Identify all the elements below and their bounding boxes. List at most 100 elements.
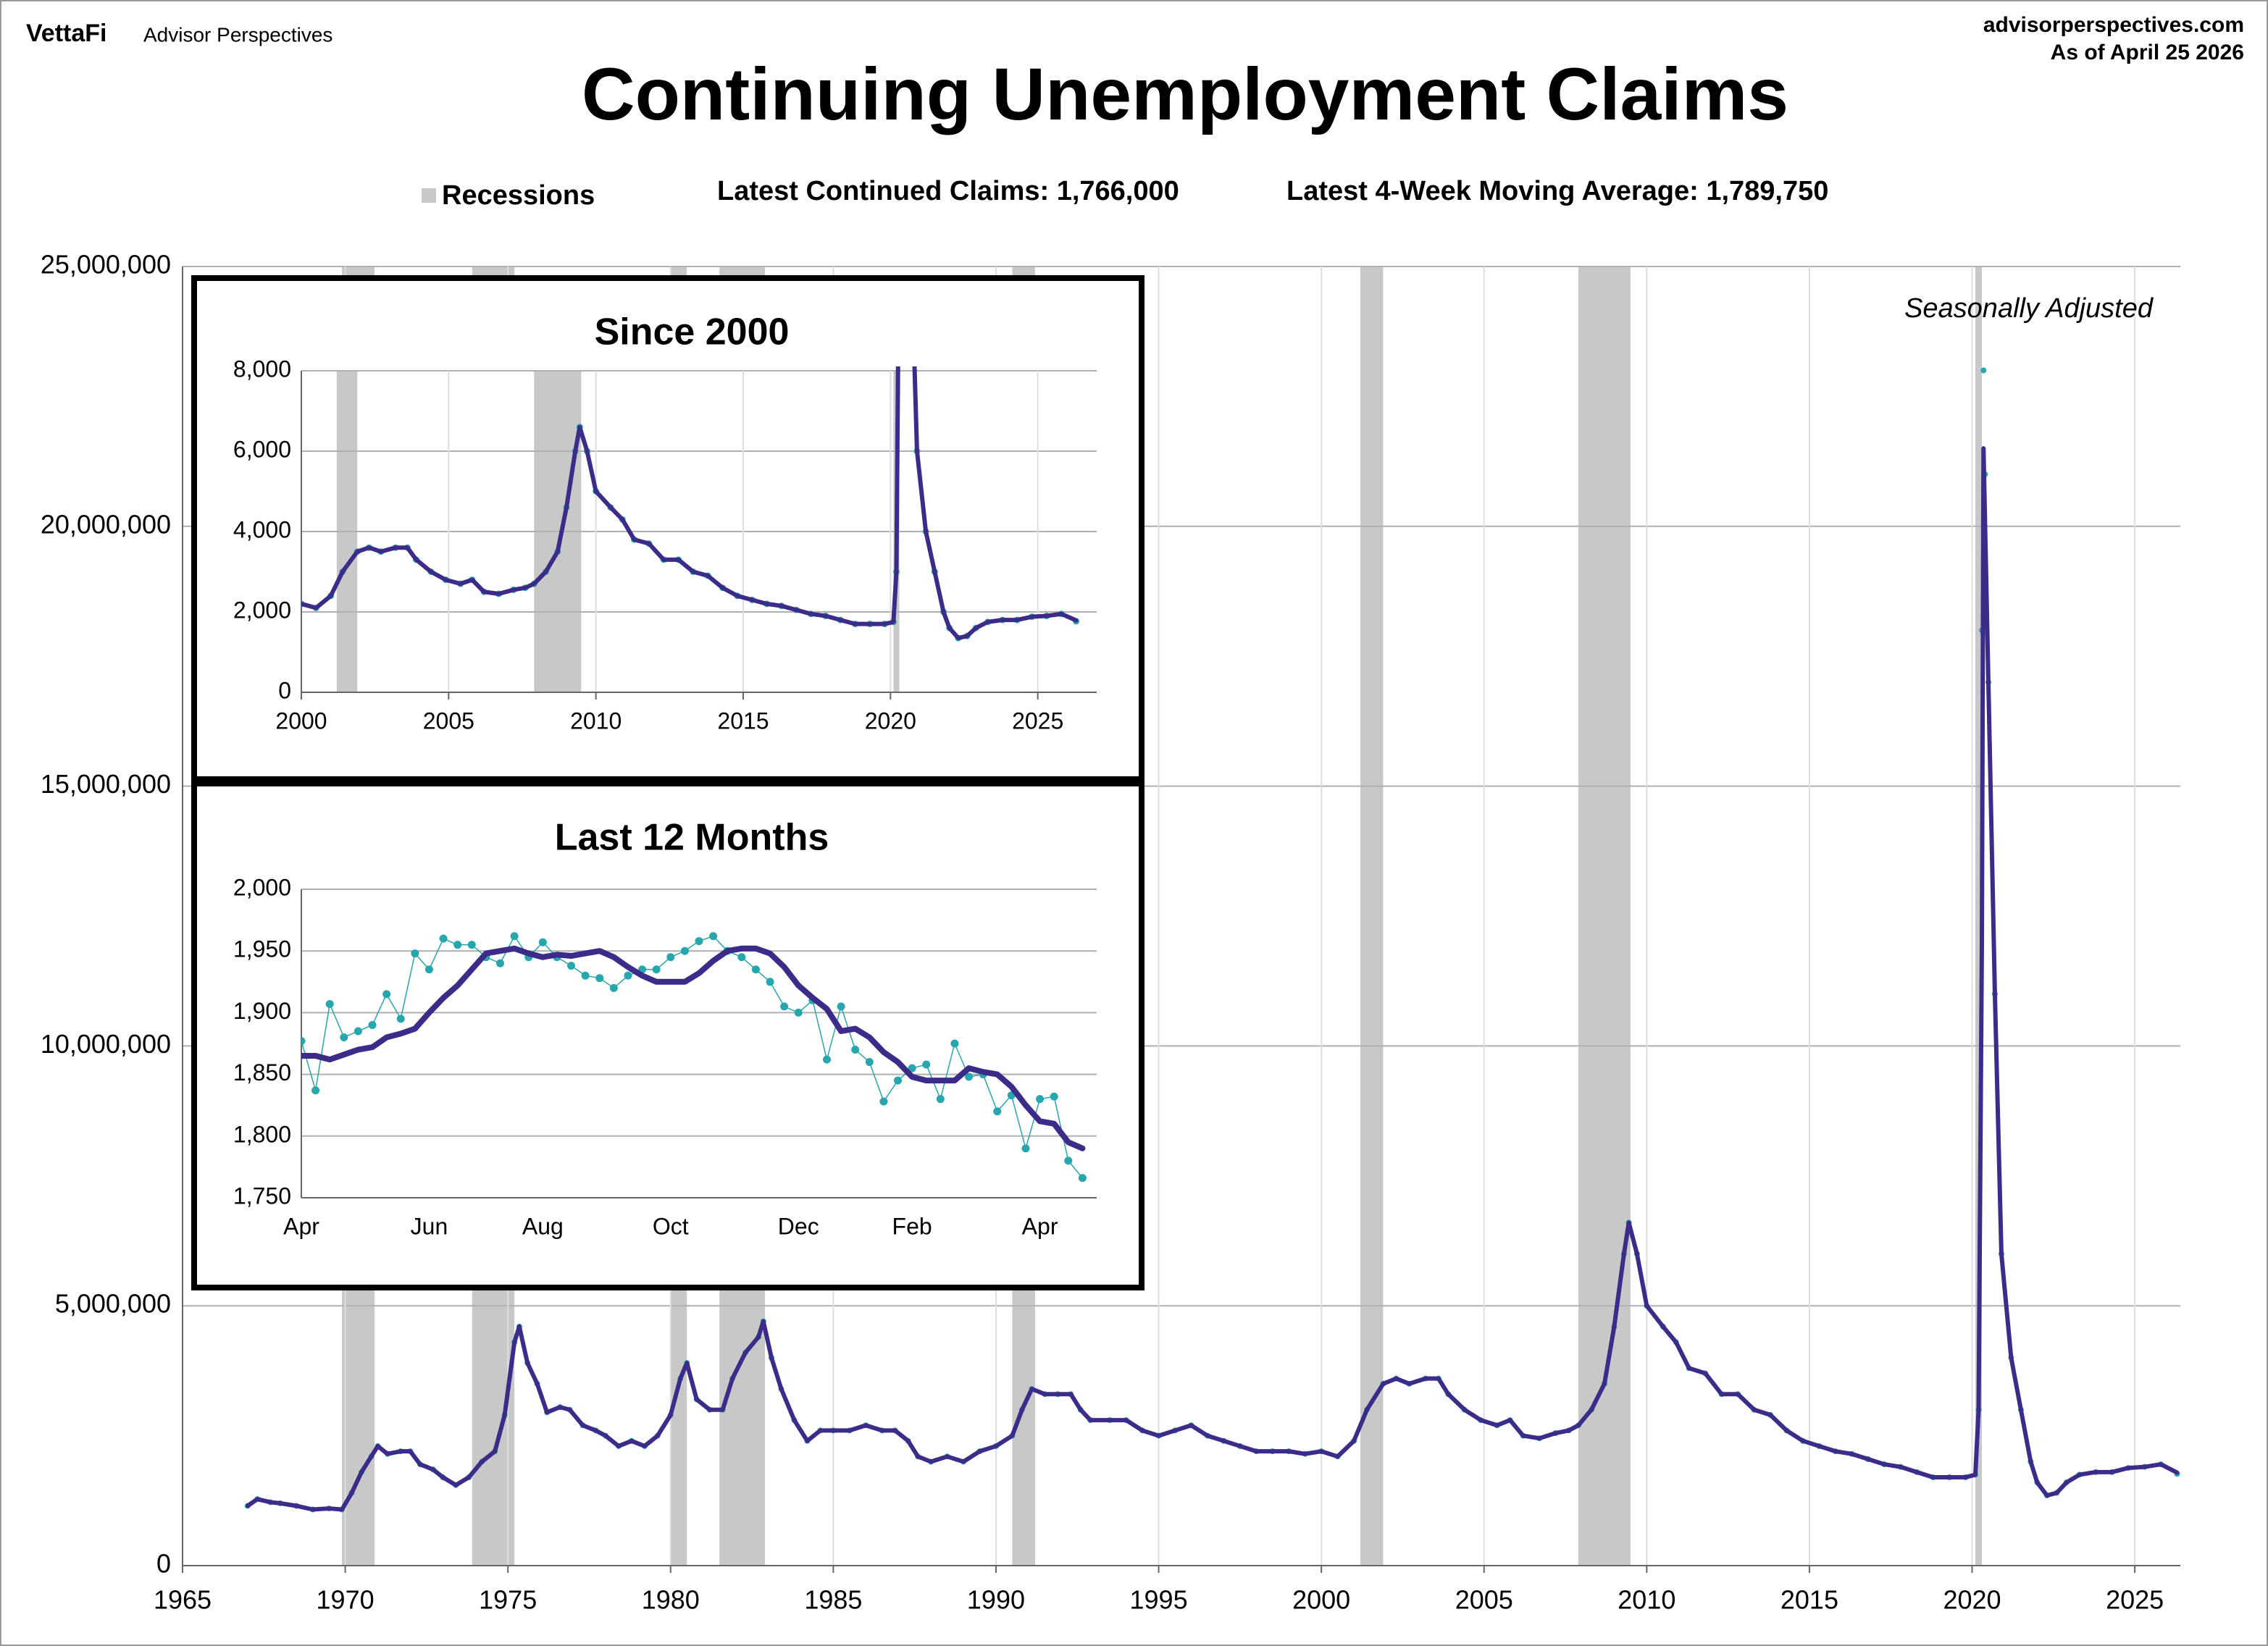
x-tick-label: Feb: [892, 1213, 932, 1239]
data-point: [424, 965, 433, 974]
y-tick-label: 2,000: [233, 597, 291, 623]
legend-label: Latest Continued Claims: 1,766,000: [717, 176, 1179, 206]
data-point: [922, 1060, 931, 1069]
y-tick-label: 0: [156, 1549, 171, 1579]
brand: VettaFi: [26, 20, 106, 47]
x-tick-label: Apr: [1022, 1213, 1058, 1239]
data-point: [340, 1033, 348, 1041]
y-tick-label: 1,750: [233, 1183, 291, 1209]
data-point: [467, 941, 476, 949]
data-point: [794, 1008, 803, 1017]
x-tick-label: 2000: [275, 707, 327, 734]
date-note: As of April 25 2026: [2051, 41, 2244, 64]
x-tick-label: 2025: [1012, 707, 1063, 734]
data-point: [353, 1027, 362, 1036]
data-point: [908, 1064, 916, 1072]
inset-title: Last 12 Months: [555, 817, 829, 859]
y-tick-label: 2,000: [233, 874, 291, 900]
data-point: [837, 1002, 845, 1011]
x-tick-label: 2020: [865, 707, 916, 734]
y-tick-label: 4,000: [233, 516, 291, 542]
x-tick-label: 1965: [154, 1585, 212, 1615]
x-tick-label: 1975: [479, 1585, 537, 1615]
series-area: [301, 932, 1087, 1183]
data-point: [581, 971, 590, 980]
x-tick-label: 2015: [1780, 1585, 1838, 1615]
x-tick-label: 2005: [423, 707, 474, 734]
x-tick-label: 2000: [1292, 1585, 1350, 1615]
data-point: [496, 959, 504, 967]
y-tick-label: 1,950: [233, 936, 291, 962]
recession-band: [1578, 266, 1631, 1566]
data-point: [652, 965, 661, 974]
data-point: [1064, 1156, 1073, 1165]
y-tick-label: 15,000,000: [41, 769, 171, 799]
x-tick-label: 1995: [1130, 1585, 1188, 1615]
x-tick-label: Jun: [411, 1213, 448, 1239]
data-point: [822, 1055, 831, 1064]
data-point: [510, 932, 519, 941]
y-tick-label: 1,800: [233, 1121, 291, 1147]
y-tick-label: 0: [278, 677, 291, 703]
x-tick-label: 2015: [717, 707, 769, 734]
data-point: [382, 990, 391, 999]
source: advisorperspectives.com: [1983, 13, 2244, 37]
y-tick-label: 10,000,000: [41, 1029, 171, 1059]
data-point: [666, 953, 675, 962]
data-point: [1036, 1095, 1045, 1104]
data-point: [1980, 367, 1987, 374]
series-line: [301, 366, 1079, 641]
data-point: [737, 953, 746, 962]
recession-band: [1975, 266, 1982, 1566]
x-tick-label: 1980: [642, 1585, 700, 1615]
x-tick-label: 2020: [1943, 1585, 2001, 1615]
x-tick-label: 1985: [804, 1585, 862, 1615]
connector-line: [301, 936, 1084, 1179]
chart-title: Continuing Unemployment Claims: [582, 53, 1788, 135]
data-point: [396, 1015, 405, 1023]
data-point: [879, 1097, 888, 1106]
series-line: [245, 446, 2180, 1512]
data-point: [538, 938, 547, 946]
x-tick-label: 1990: [967, 1585, 1025, 1615]
publisher: Advisor Perspectives: [143, 23, 332, 46]
data-point: [950, 1039, 959, 1048]
legend-label: Latest 4-Week Moving Average: 1,789,750: [1286, 176, 1828, 206]
data-point: [368, 1020, 377, 1029]
x-tick-label: 2025: [2106, 1585, 2164, 1615]
data-point: [965, 1072, 974, 1081]
legend-swatch: [422, 188, 436, 203]
data-point: [301, 1037, 306, 1046]
y-tick-label: 1,850: [233, 1059, 291, 1086]
x-tick-label: 2010: [1618, 1585, 1675, 1615]
y-tick-label: 20,000,000: [41, 509, 171, 539]
data-point: [766, 978, 774, 986]
data-point: [624, 971, 632, 980]
data-point: [1078, 1174, 1087, 1183]
data-point: [993, 1107, 1002, 1116]
data-point: [865, 1058, 874, 1067]
data-point: [680, 946, 689, 955]
data-point: [851, 1046, 860, 1054]
x-tick-label: 1970: [317, 1585, 374, 1615]
inset-box: [191, 781, 1145, 1290]
inset-title: Since 2000: [595, 311, 790, 353]
data-point: [894, 1076, 902, 1085]
data-point: [567, 962, 576, 970]
data-point: [709, 932, 718, 941]
x-tick-label: 2005: [1455, 1585, 1513, 1615]
data-point: [609, 983, 618, 992]
data-point: [1021, 1144, 1030, 1153]
data-point: [751, 965, 760, 974]
chart-1: Since 2000 0 2,000 4,000 6,000 8,000 2000 2005 2…: [191, 275, 1145, 782]
legend-label: Recessions: [442, 180, 595, 211]
y-tick-label: 6,000: [233, 436, 291, 462]
x-tick-label: Dec: [778, 1213, 819, 1239]
data-point: [439, 934, 448, 943]
y-tick-label: 5,000,000: [55, 1289, 171, 1319]
data-point: [411, 949, 419, 958]
y-tick-label: 8,000: [233, 356, 291, 382]
data-point: [325, 999, 334, 1008]
x-tick-label: Oct: [653, 1213, 689, 1239]
